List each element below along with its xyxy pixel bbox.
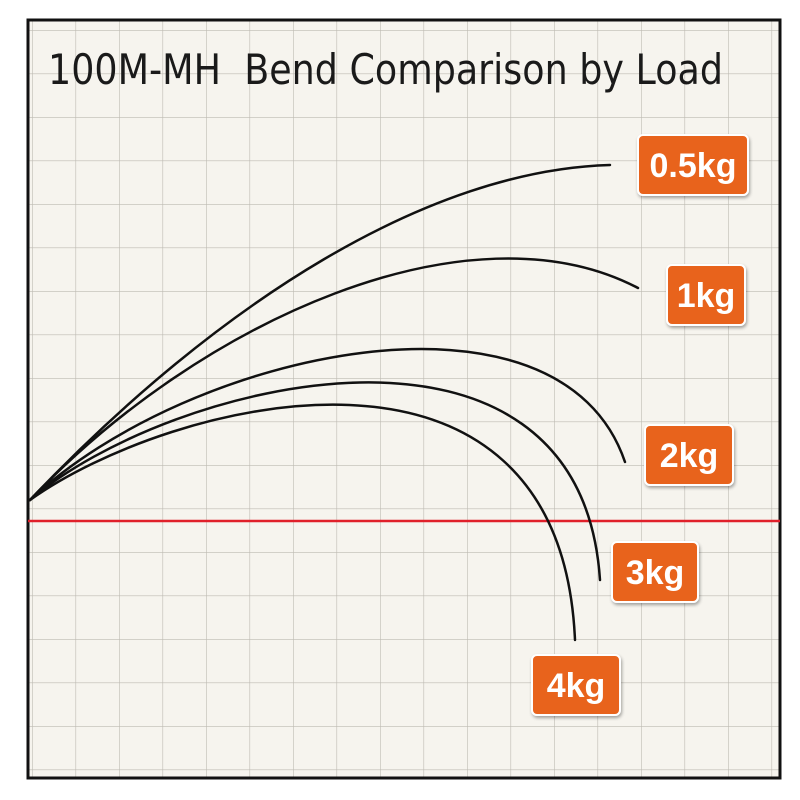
- load-label: 3kg: [626, 554, 685, 592]
- load-label: 0.5kg: [650, 147, 737, 185]
- load-label: 2kg: [660, 437, 719, 475]
- grid: [28, 20, 780, 778]
- load-label: 1kg: [677, 277, 736, 315]
- rod-curve: [28, 257, 640, 502]
- label-box: [637, 134, 749, 196]
- rod-curve: [28, 403, 577, 642]
- frame: [26, 18, 782, 780]
- label-box: [644, 424, 734, 486]
- title: 100M-MH Bend Comparison by Load: [48, 45, 723, 94]
- load-labels: 0.5kg 1kg 2kg 3kg 4kg: [531, 134, 749, 716]
- label-box: [611, 541, 699, 603]
- load-label: 4kg: [547, 667, 606, 705]
- label-box: [531, 654, 621, 716]
- rod-curve: [28, 381, 602, 582]
- rod-curves: [28, 163, 640, 642]
- rod-curve: [28, 347, 627, 502]
- label-box: [666, 264, 746, 326]
- rod-curve: [28, 163, 612, 502]
